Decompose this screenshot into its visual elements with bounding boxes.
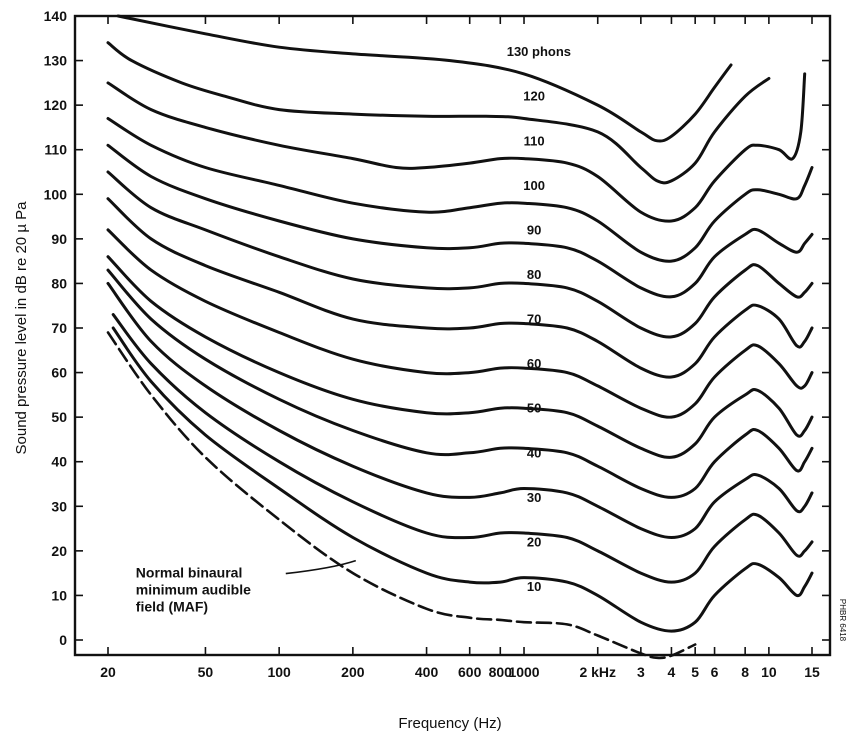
phon-curve xyxy=(106,268,814,499)
phon-curve-label: 40 xyxy=(527,445,541,460)
phon-curve-label: 120 xyxy=(523,89,545,104)
annotation-line: Normal binaural xyxy=(136,565,243,581)
y-tick-label: 120 xyxy=(44,97,68,113)
y-tick-label: 90 xyxy=(51,231,67,247)
x-tick-label: 600 xyxy=(458,664,482,680)
phon-curve xyxy=(106,255,814,459)
phon-curve xyxy=(106,117,814,263)
phon-curve xyxy=(116,14,733,143)
x-tick-label: 20 xyxy=(100,664,116,680)
plot-frame xyxy=(73,14,832,657)
y-tick-label: 80 xyxy=(51,275,67,291)
annotation-line: field (MAF) xyxy=(136,599,208,615)
phon-curve xyxy=(106,41,771,185)
phon-curve-label: 90 xyxy=(527,222,541,237)
phon-curve xyxy=(106,143,814,299)
y-tick-label: 40 xyxy=(51,454,67,470)
y-axis-ticks: 0 10 20 30 40 50 60 70 80 90 100 110 120 130 140 xyxy=(44,8,830,648)
x-tick-label: 200 xyxy=(341,664,365,680)
phon-curve-label: 70 xyxy=(527,312,541,327)
y-tick-label: 130 xyxy=(44,53,68,69)
phon-curve-label: 60 xyxy=(527,356,541,371)
x-tick-label: 4 xyxy=(668,664,676,680)
x-tick-label: 100 xyxy=(267,664,291,680)
x-tick-label: 10 xyxy=(761,664,777,680)
x-tick-label: 400 xyxy=(415,664,439,680)
side-code-label: PHBR 6418 xyxy=(838,599,847,642)
y-tick-label: 110 xyxy=(44,142,67,158)
maf-curve xyxy=(106,331,697,660)
phon-curves xyxy=(106,14,814,660)
y-tick-label: 30 xyxy=(51,498,67,514)
y-axis-title: Sound pressure level in dB re 20 µ Pa xyxy=(13,201,30,455)
x-axis-title: Frequency (Hz) xyxy=(398,715,501,732)
phon-curve-label: 50 xyxy=(527,401,541,416)
y-tick-label: 50 xyxy=(51,409,67,425)
plot-border xyxy=(73,14,832,657)
annotation-line: minimum audible xyxy=(136,582,251,598)
phon-curve-label: 80 xyxy=(527,267,541,282)
x-tick-label: 50 xyxy=(198,664,214,680)
x-tick-label: 5 xyxy=(691,664,699,680)
phon-curve-label: 20 xyxy=(527,534,541,549)
phon-curve-label: 100 xyxy=(523,178,545,193)
phon-curve-labels: 130 phons 120 110 100 90 80 70 60 50 40 30 20 10 xyxy=(507,44,571,594)
phon-curve-label: 110 xyxy=(524,133,545,148)
x-tick-label: 800 xyxy=(489,664,513,680)
y-tick-label: 140 xyxy=(44,8,68,24)
x-tick-label: 1000 xyxy=(508,664,539,680)
phon-curve xyxy=(106,170,814,339)
phon-curve xyxy=(106,72,807,223)
x-tick-label: 3 xyxy=(637,664,645,680)
phon-curve xyxy=(106,281,814,539)
x-tick-label: 6 xyxy=(711,664,719,680)
phon-curve-label: 10 xyxy=(527,579,541,594)
phon-curve xyxy=(106,228,814,419)
y-tick-label: 0 xyxy=(59,632,67,648)
annotation-leader-line xyxy=(285,559,357,575)
x-tick-label: 15 xyxy=(804,664,820,680)
phon-curve xyxy=(111,326,814,633)
phon-curve xyxy=(106,197,814,379)
y-tick-label: 100 xyxy=(44,186,68,202)
phon-curve-label: 30 xyxy=(527,490,541,505)
phon-curve-label: 130 phons xyxy=(507,44,571,59)
x-tick-label: 2 kHz xyxy=(579,664,616,680)
phon-curve xyxy=(111,313,814,584)
x-tick-label: 8 xyxy=(741,664,749,680)
y-tick-label: 60 xyxy=(51,365,67,381)
y-tick-label: 20 xyxy=(51,543,67,559)
y-tick-label: 70 xyxy=(51,320,67,336)
y-tick-label: 10 xyxy=(51,587,67,603)
